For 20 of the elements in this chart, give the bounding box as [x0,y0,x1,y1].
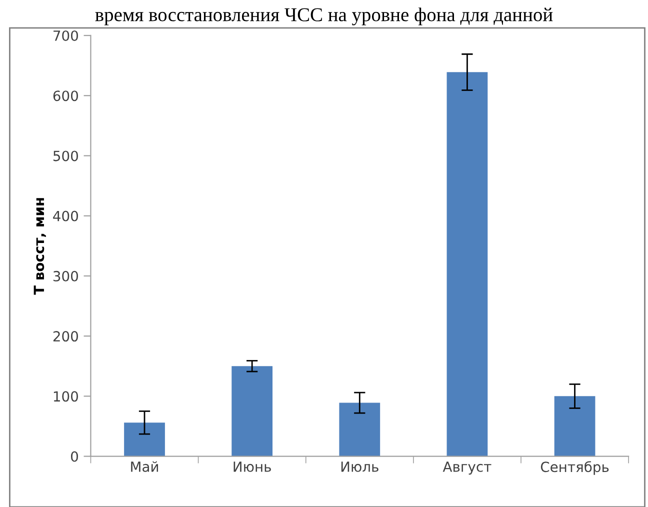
x-tick-label: Июль [341,462,378,472]
y-axis-title: T восст, мин [34,198,46,295]
x-tick-label: Сентябрь [540,461,609,475]
y-tick-label: 600 [53,90,78,102]
bar [232,366,273,456]
x-tick-label: Август [442,462,492,475]
y-tick-label: 100 [54,391,78,402]
y-tick-label: 200 [53,331,78,342]
y-tick-label: 700 [54,30,78,41]
y-tick-label: 500 [53,150,78,162]
bar [554,396,596,456]
x-tick-label: Июнь [234,462,271,472]
bar [124,422,165,456]
x-tick-label: Май [131,461,158,472]
y-tick-label: 400 [53,210,78,222]
bar [446,72,488,456]
y-tick-label: 0 [70,451,78,462]
chart-title: время восстановления ЧСС на уровне фона для данной [95,8,553,26]
bar [339,402,380,456]
y-tick-label: 300 [53,270,78,282]
